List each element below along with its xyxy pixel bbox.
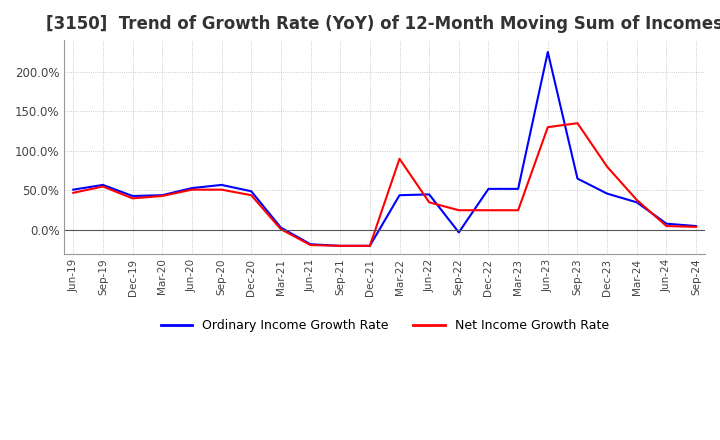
- Ordinary Income Growth Rate: [217, 182, 226, 187]
- Line: Net Income Growth Rate: Net Income Growth Rate: [73, 123, 696, 246]
- Ordinary Income Growth Rate: [603, 191, 611, 196]
- Net Income Growth Rate: [69, 190, 78, 195]
- Ordinary Income Growth Rate: [336, 243, 344, 249]
- Net Income Growth Rate: [484, 208, 492, 213]
- Ordinary Income Growth Rate: [514, 186, 523, 191]
- Ordinary Income Growth Rate: [188, 185, 197, 191]
- Ordinary Income Growth Rate: [128, 193, 137, 198]
- Net Income Growth Rate: [395, 156, 404, 161]
- Ordinary Income Growth Rate: [69, 187, 78, 192]
- Legend: Ordinary Income Growth Rate, Net Income Growth Rate: Ordinary Income Growth Rate, Net Income …: [156, 314, 613, 337]
- Net Income Growth Rate: [514, 208, 523, 213]
- Net Income Growth Rate: [217, 187, 226, 192]
- Net Income Growth Rate: [425, 200, 433, 205]
- Net Income Growth Rate: [692, 224, 701, 230]
- Ordinary Income Growth Rate: [662, 221, 671, 226]
- Net Income Growth Rate: [573, 121, 582, 126]
- Net Income Growth Rate: [366, 243, 374, 249]
- Net Income Growth Rate: [306, 242, 315, 248]
- Ordinary Income Growth Rate: [306, 242, 315, 247]
- Net Income Growth Rate: [454, 208, 463, 213]
- Ordinary Income Growth Rate: [544, 49, 552, 55]
- Net Income Growth Rate: [128, 196, 137, 201]
- Net Income Growth Rate: [544, 125, 552, 130]
- Net Income Growth Rate: [336, 243, 344, 249]
- Net Income Growth Rate: [247, 193, 256, 198]
- Net Income Growth Rate: [632, 197, 641, 202]
- Net Income Growth Rate: [276, 227, 285, 232]
- Ordinary Income Growth Rate: [247, 189, 256, 194]
- Ordinary Income Growth Rate: [692, 224, 701, 229]
- Net Income Growth Rate: [662, 224, 671, 229]
- Ordinary Income Growth Rate: [158, 193, 166, 198]
- Ordinary Income Growth Rate: [632, 200, 641, 205]
- Net Income Growth Rate: [99, 184, 107, 189]
- Ordinary Income Growth Rate: [99, 182, 107, 187]
- Net Income Growth Rate: [158, 193, 166, 198]
- Line: Ordinary Income Growth Rate: Ordinary Income Growth Rate: [73, 52, 696, 246]
- Net Income Growth Rate: [603, 164, 611, 169]
- Ordinary Income Growth Rate: [454, 230, 463, 235]
- Net Income Growth Rate: [188, 187, 197, 192]
- Ordinary Income Growth Rate: [366, 243, 374, 249]
- Ordinary Income Growth Rate: [425, 192, 433, 197]
- Title: [3150]  Trend of Growth Rate (YoY) of 12-Month Moving Sum of Incomes: [3150] Trend of Growth Rate (YoY) of 12-…: [46, 15, 720, 33]
- Ordinary Income Growth Rate: [484, 186, 492, 191]
- Ordinary Income Growth Rate: [395, 193, 404, 198]
- Ordinary Income Growth Rate: [276, 225, 285, 230]
- Ordinary Income Growth Rate: [573, 176, 582, 181]
